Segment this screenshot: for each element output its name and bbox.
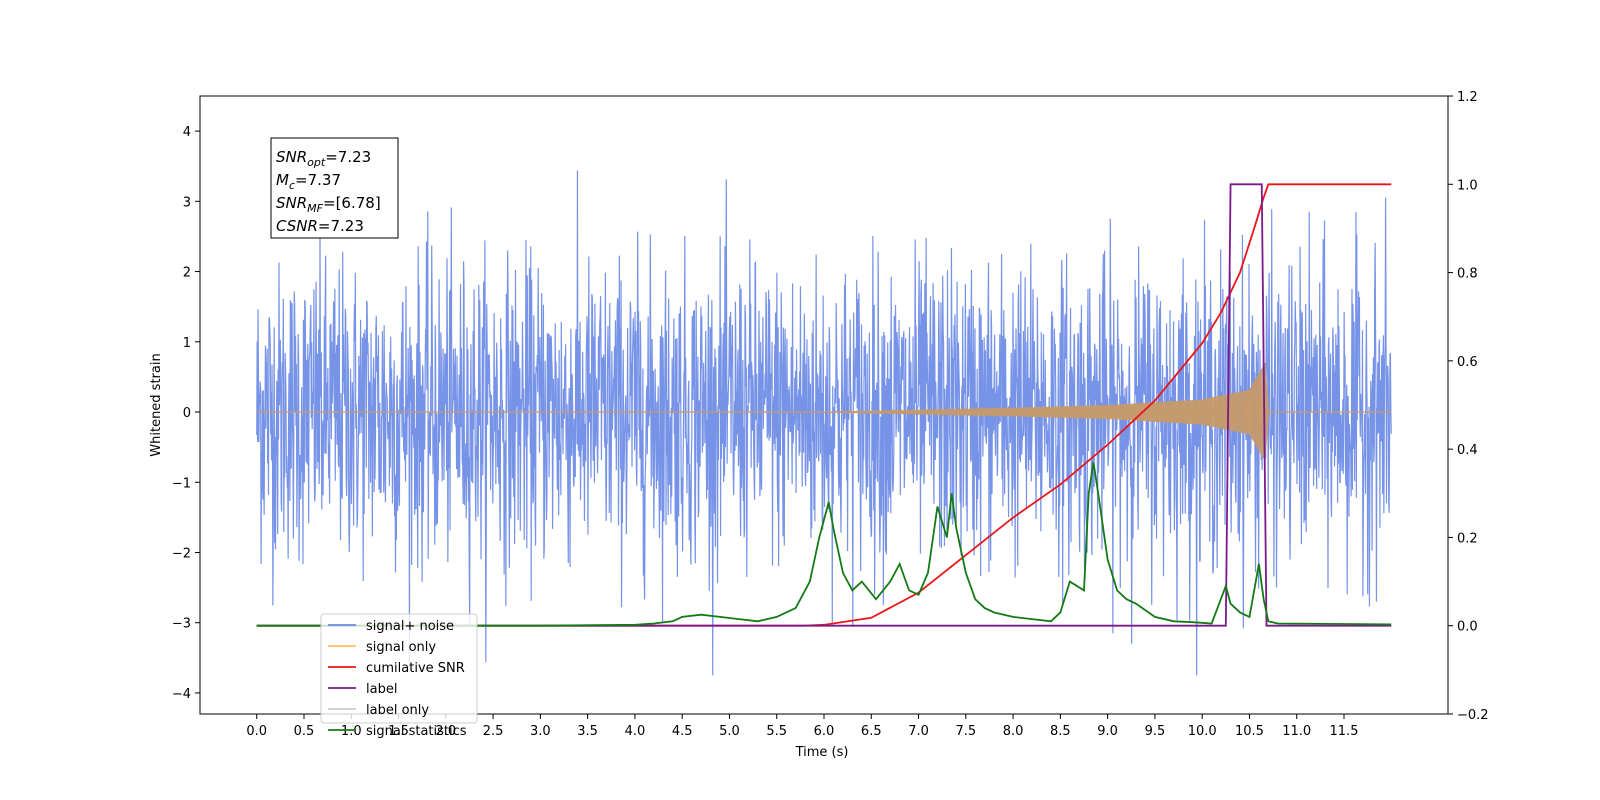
y-tick-label: 1 bbox=[183, 336, 191, 351]
y-tick-label: −3 bbox=[172, 617, 191, 632]
y-tick-label: 3 bbox=[183, 195, 191, 210]
x-tick-label: 10.5 bbox=[1235, 724, 1264, 739]
y2-tick-label: 1.2 bbox=[1457, 90, 1478, 105]
x-tick-label: 2.0 bbox=[435, 724, 456, 739]
x-tick-label: 8.0 bbox=[1003, 724, 1024, 739]
x-tick-label: 4.0 bbox=[625, 724, 646, 739]
x-tick-label: 5.0 bbox=[719, 724, 740, 739]
y-tick-label: 2 bbox=[183, 266, 191, 281]
y-tick-label: 0 bbox=[183, 406, 191, 421]
x-tick-label: 7.0 bbox=[908, 724, 929, 739]
series-signal-statistics bbox=[256, 462, 1392, 627]
annotation-frame bbox=[270, 137, 399, 239]
legend-label-label-only: label only bbox=[366, 703, 429, 718]
x-tick-label: 0.0 bbox=[246, 724, 267, 739]
x-tick-label: 6.5 bbox=[861, 724, 882, 739]
y2-tick-label: 0.2 bbox=[1457, 531, 1478, 546]
legend-frame bbox=[320, 613, 478, 724]
x-tick-label: 1.5 bbox=[388, 724, 409, 739]
x-tick-label: 11.0 bbox=[1282, 724, 1311, 739]
x-tick-label: 5.5 bbox=[766, 724, 787, 739]
x-tick-label: 10.0 bbox=[1188, 724, 1217, 739]
y-axis-label: Whitened strain bbox=[149, 353, 164, 456]
plot-area bbox=[256, 170, 1392, 676]
x-tick-label: 9.5 bbox=[1145, 724, 1166, 739]
x-tick-label: 3.0 bbox=[530, 724, 551, 739]
series-signal-noise bbox=[256, 170, 1392, 676]
x-axis-label: Time (s) bbox=[795, 745, 849, 760]
y2-tick-label: 0.8 bbox=[1457, 267, 1478, 282]
y-axis-left: 4 3 2 1 0 −1 −2 −3 −4 bbox=[172, 125, 200, 702]
x-tick-label: 8.5 bbox=[1050, 724, 1071, 739]
x-tick-label: 3.5 bbox=[577, 724, 598, 739]
series-label bbox=[256, 183, 1392, 627]
x-tick-label: 4.5 bbox=[672, 724, 693, 739]
annotation-line: Mc=7.37 bbox=[276, 171, 341, 192]
y2-tick-label: −0.2 bbox=[1457, 708, 1489, 723]
annotation-line: SNRopt=7.23 bbox=[276, 148, 371, 169]
y2-tick-label: 1.0 bbox=[1457, 178, 1478, 193]
y-tick-label: −4 bbox=[172, 687, 191, 702]
legend-label-label: label bbox=[366, 682, 397, 697]
y2-tick-label: 0.4 bbox=[1457, 443, 1478, 458]
y-tick-label: −1 bbox=[172, 476, 191, 491]
legend: signal+ noise signal only cumilative SNR la… bbox=[320, 613, 478, 739]
y-tick-label: −2 bbox=[172, 546, 191, 561]
y2-tick-label: 0.0 bbox=[1457, 620, 1478, 635]
annotation-line: SNRMF=[6.78] bbox=[276, 194, 381, 215]
x-tick-label: 0.5 bbox=[294, 724, 315, 739]
legend-label-signal-statistics: signal statistics bbox=[366, 724, 467, 739]
x-axis: 0.0 0.5 1.0 1.5 2.0 2.5 3.0 3.5 4.0 4.5 5.0 5.5 6.0 6… bbox=[246, 714, 1358, 739]
legend-label-signal-noise: signal+ noise bbox=[366, 619, 454, 634]
series-signal-only bbox=[256, 362, 1392, 461]
x-tick-label: 1.0 bbox=[341, 724, 362, 739]
legend-label-cumilative-snr: cumilative SNR bbox=[366, 661, 465, 676]
y-axis-right: 1.2 1.0 0.8 0.6 0.4 0.2 0.0 −0.2 bbox=[1448, 90, 1489, 723]
y2-tick-label: 0.6 bbox=[1457, 355, 1478, 370]
x-tick-label: 7.5 bbox=[955, 724, 976, 739]
x-tick-label: 9.0 bbox=[1097, 724, 1118, 739]
series-cumilative-snr bbox=[256, 183, 1392, 627]
x-tick-label: 11.5 bbox=[1330, 724, 1359, 739]
x-tick-label: 2.5 bbox=[483, 724, 504, 739]
annotation-line: CSNR=7.23 bbox=[276, 217, 364, 235]
y-tick-label: 4 bbox=[183, 125, 191, 140]
x-tick-label: 6.0 bbox=[814, 724, 835, 739]
legend-label-signal-only: signal only bbox=[366, 640, 436, 655]
